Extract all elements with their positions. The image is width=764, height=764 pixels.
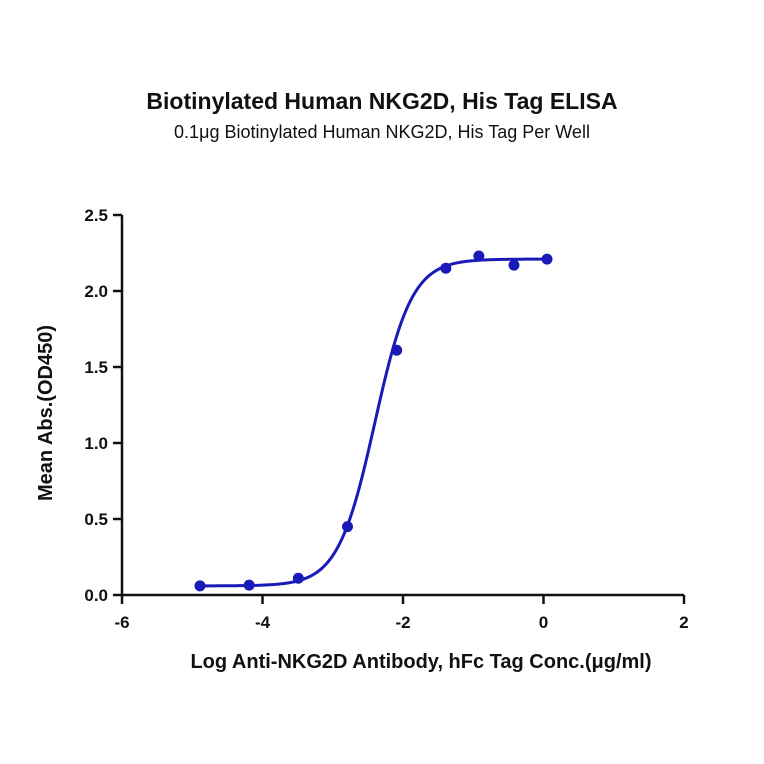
x-tick-label: 2 [679,613,688,632]
x-tick-label: 0 [539,613,548,632]
y-tick-label: 0.5 [84,510,108,529]
y-tick-label: 0.0 [84,586,108,605]
ticks: 0.0 0.5 1.0 1.5 2.0 2.5 -6 -4 -2 0 2 [84,206,688,632]
data-point [194,580,206,592]
chart-title: Biotinylated Human NKG2D, His Tag ELISA [146,88,618,114]
y-tick-label: 2.5 [84,206,108,225]
data-point [243,579,255,591]
x-tick-label: -6 [114,613,129,632]
data-point [342,521,354,533]
data-point [292,572,304,584]
data-point [391,344,403,356]
data-point [473,250,485,262]
chart-subtitle: 0.1μg Biotinylated Human NKG2D, His Tag … [174,122,590,142]
data-point [440,262,452,274]
y-axis-label: Mean Abs.(OD450) [35,325,57,501]
data-point [541,253,553,265]
axes [120,215,684,597]
fit-curve-group [199,257,548,588]
data-point [508,259,520,271]
x-tick-label: -2 [395,613,410,632]
y-tick-label: 2.0 [84,282,108,301]
data-points [194,250,553,592]
x-tick-label: -4 [255,613,271,632]
x-axis-label: Log Anti-NKG2D Antibody, hFc Tag Conc.(μ… [190,651,651,673]
y-tick-label: 1.5 [84,358,108,377]
y-tick-label: 1.0 [84,434,108,453]
fit-curve [199,257,548,588]
